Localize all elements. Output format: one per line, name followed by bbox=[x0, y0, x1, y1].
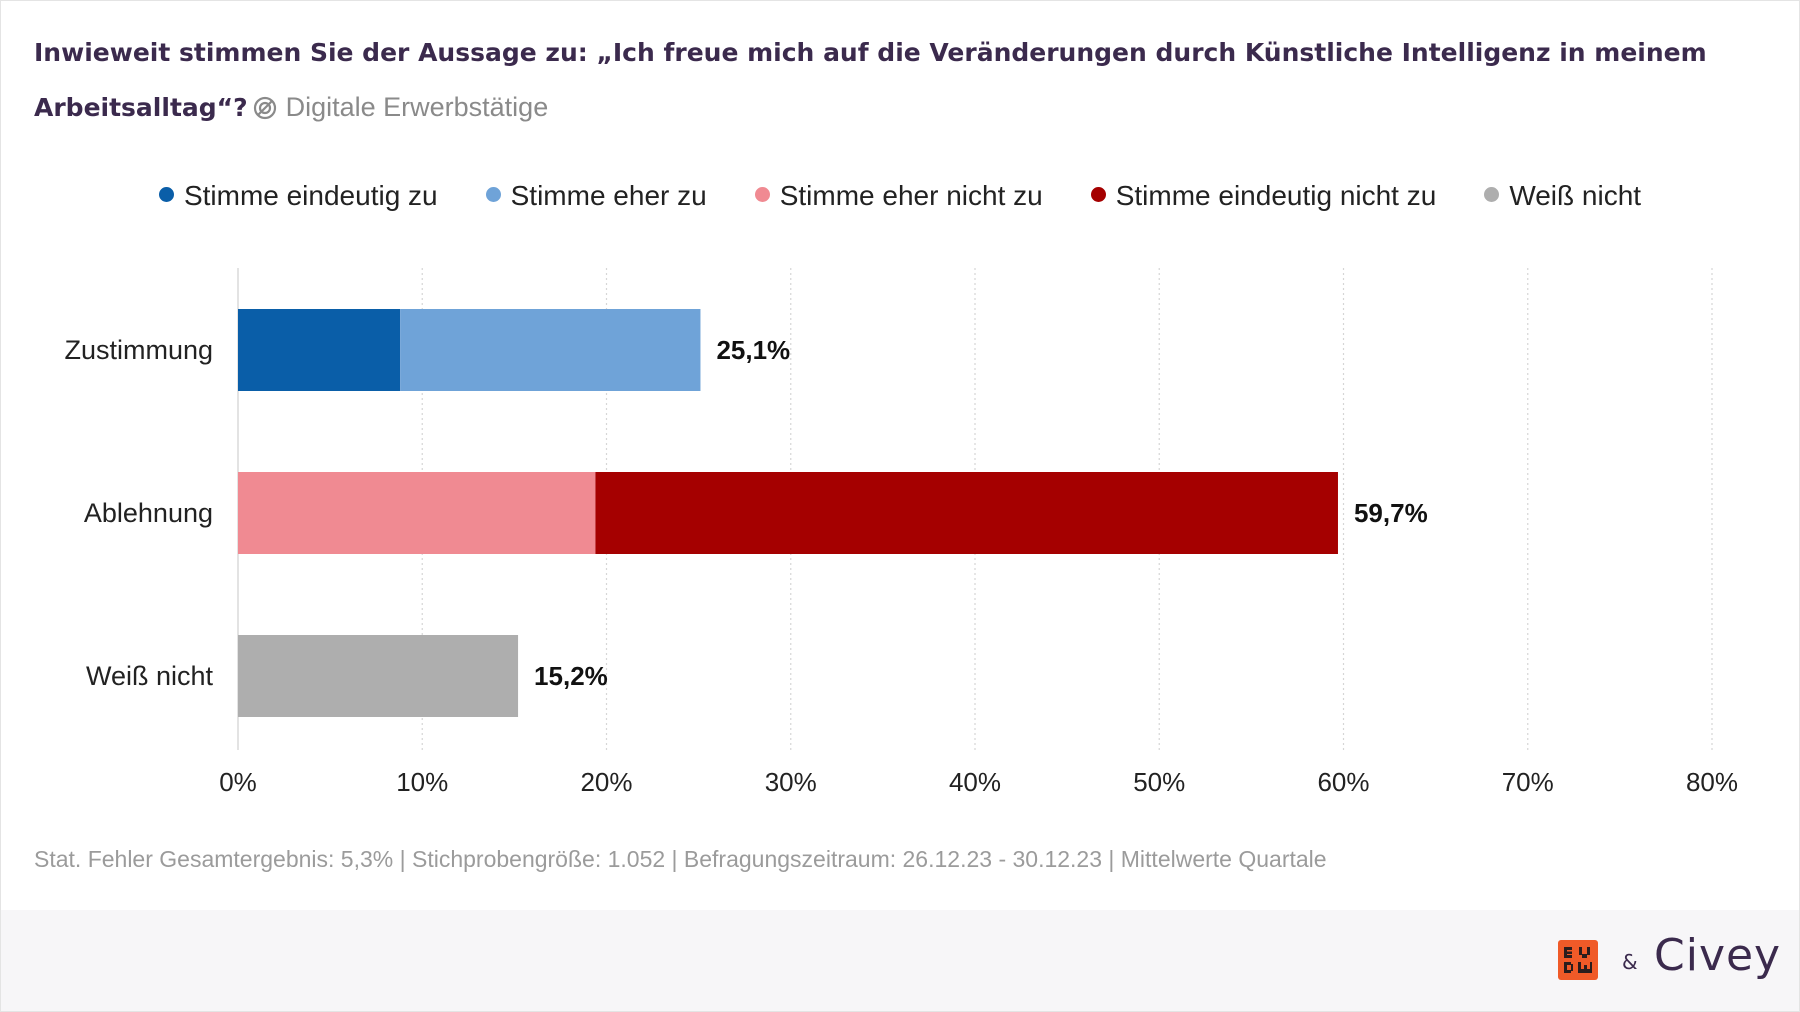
x-tick-label: 0% bbox=[219, 767, 257, 797]
legend-dot-icon bbox=[158, 187, 174, 202]
legend-label: Stimme eindeutig zu bbox=[183, 180, 438, 211]
legend-dot-icon bbox=[754, 187, 770, 202]
bar-total-label: 25,1% bbox=[716, 335, 790, 365]
chart-legend: Stimme eindeutig zu Stimme eher zu Stimme … bbox=[0, 180, 1800, 212]
x-tick-label: 70% bbox=[1502, 767, 1554, 797]
x-tick-label: 60% bbox=[1317, 767, 1369, 797]
bar-segment bbox=[595, 472, 1338, 554]
x-tick-label: 50% bbox=[1133, 767, 1185, 797]
title-text: Inwieweit stimmen Sie der Aussage zu: „I… bbox=[34, 38, 1707, 122]
x-tick-label: 10% bbox=[396, 767, 448, 797]
legend-item: Weiß nicht bbox=[1484, 180, 1641, 212]
x-tick-label: 80% bbox=[1686, 767, 1738, 797]
bar-total-label: 15,2% bbox=[534, 661, 608, 691]
category-label: Zustimmung bbox=[64, 335, 213, 365]
x-tick-label: 30% bbox=[765, 767, 817, 797]
chart-svg: 0% 10% 20% 30% 40% 50% 60% 70% 80% Zustimmung 25,1… bbox=[64, 268, 1738, 797]
legend-dot-icon bbox=[1090, 187, 1106, 202]
legend-label: Stimme eindeutig nicht zu bbox=[1115, 180, 1437, 211]
civey-logo: Civey bbox=[1654, 930, 1782, 981]
legend-dot-icon bbox=[1484, 187, 1500, 202]
segment-filter-icon bbox=[252, 86, 278, 140]
footnote: Stat. Fehler Gesamtergebnis: 5,3% | Stic… bbox=[34, 846, 1327, 872]
legend-item: Stimme eindeutig zu bbox=[158, 180, 438, 212]
bar-segment bbox=[238, 309, 401, 391]
category-label: Ablehnung bbox=[84, 498, 213, 528]
legend-label: Weiß nicht bbox=[1509, 180, 1642, 211]
brand-ampersand: & bbox=[1622, 950, 1638, 974]
bvdw-logo bbox=[1558, 940, 1598, 985]
legend-item: Stimme eher zu bbox=[485, 180, 707, 212]
legend-item: Stimme eindeutig nicht zu bbox=[1090, 180, 1437, 212]
bar-total-label: 59,7% bbox=[1354, 498, 1428, 528]
legend-label: Stimme eher zu bbox=[510, 180, 707, 211]
bar-segment bbox=[400, 309, 701, 391]
chart-title: Inwieweit stimmen Sie der Aussage zu: „I… bbox=[34, 26, 1734, 140]
legend-item: Stimme eher nicht zu bbox=[754, 180, 1043, 212]
legend-label: Stimme eher nicht zu bbox=[779, 180, 1043, 211]
category-label: Weiß nicht bbox=[86, 661, 214, 691]
x-tick-label: 20% bbox=[580, 767, 632, 797]
x-tick-label: 40% bbox=[949, 767, 1001, 797]
legend-dot-icon bbox=[485, 187, 501, 202]
segment-label: Digitale Erwerbstätige bbox=[285, 92, 549, 122]
bar-segment bbox=[238, 472, 596, 554]
bar-segment bbox=[238, 635, 519, 717]
footer-band bbox=[1, 910, 1799, 1011]
